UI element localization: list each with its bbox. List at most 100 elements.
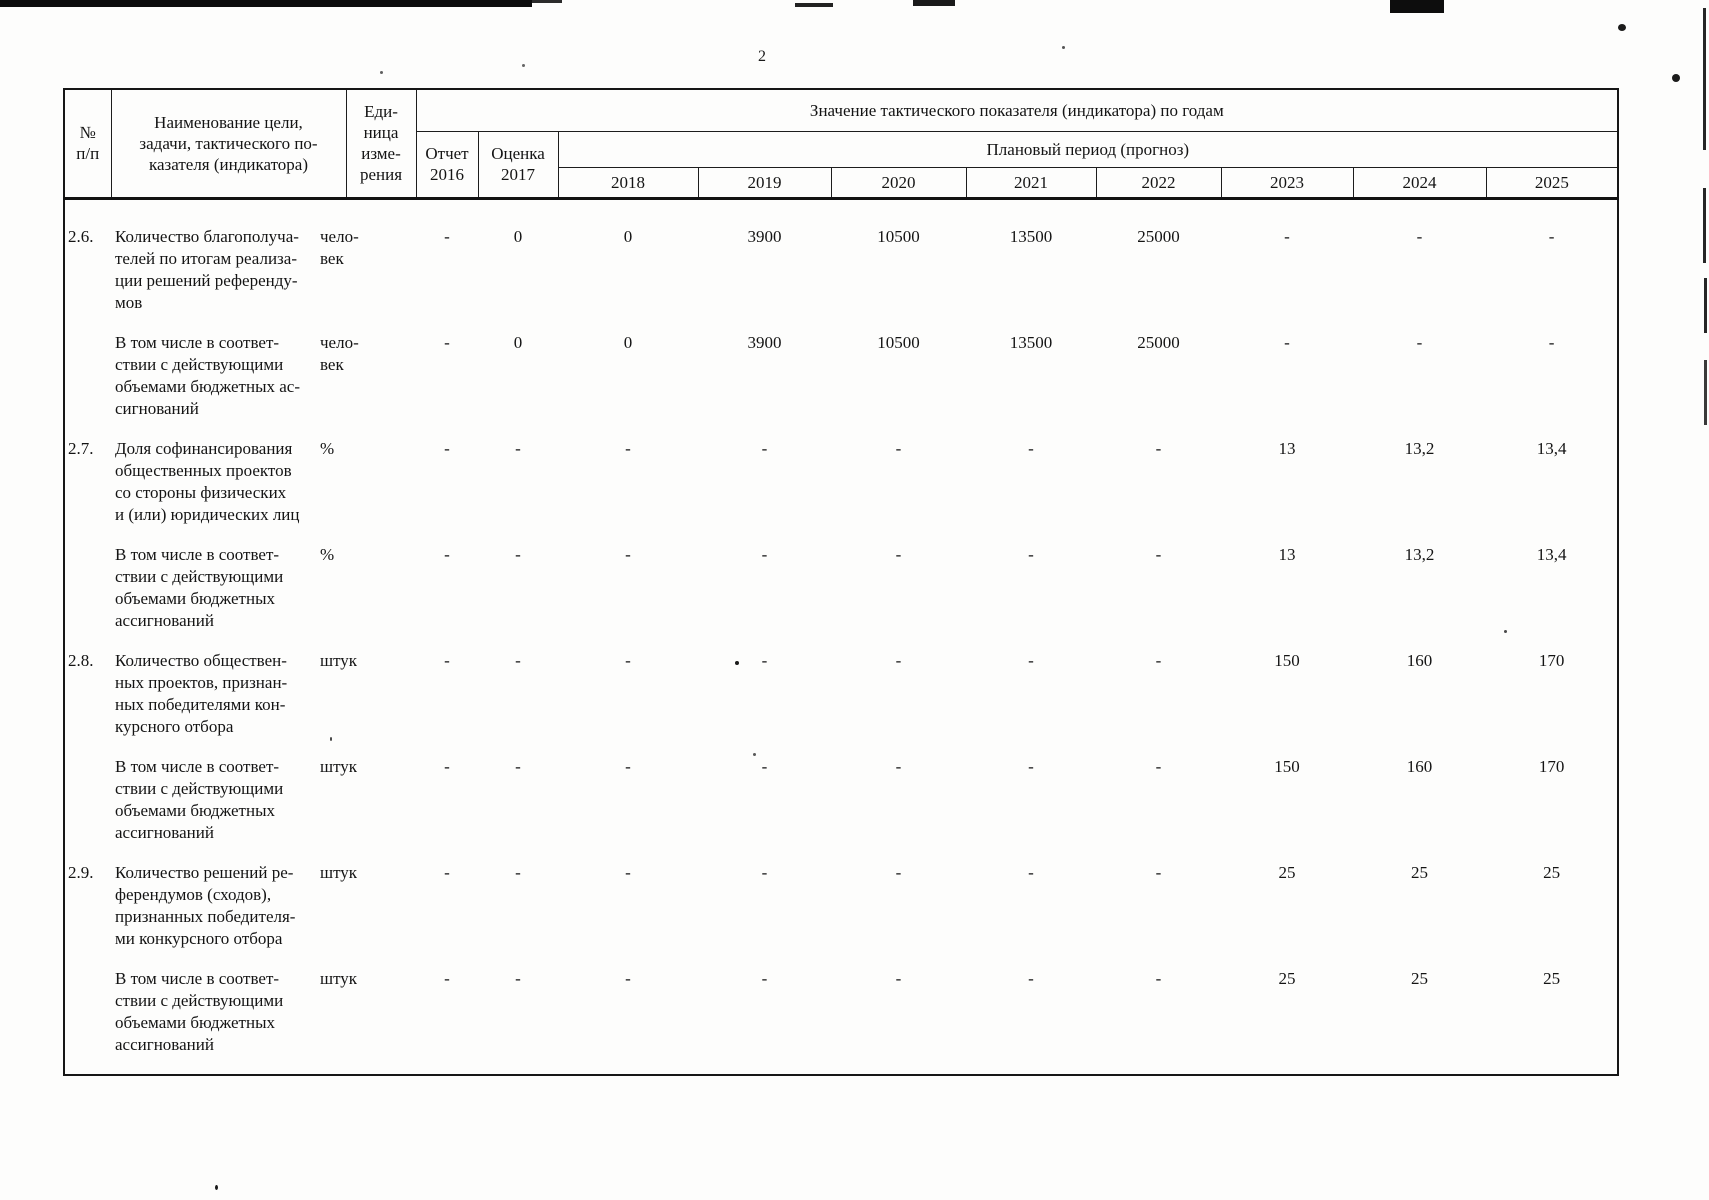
value-cell: - <box>1028 650 1034 670</box>
value-cell: - <box>444 650 450 670</box>
value-cell: - <box>515 756 521 776</box>
unit-cell: чело- век <box>320 198 416 332</box>
value-cell: 3900 <box>747 332 782 352</box>
table-row: В том числе в соответ- ствии с действующ… <box>64 332 1618 438</box>
value-cell: - <box>761 756 768 776</box>
value-cell: - <box>895 968 902 988</box>
value-cell: - <box>761 438 768 458</box>
header-year-2022: 2022 <box>1095 166 1222 199</box>
indicator-name: Количество благополуча- телей по итогам … <box>115 226 299 312</box>
unit-value: чело- век <box>320 332 359 374</box>
header-year-2023: 2023 <box>1220 166 1354 199</box>
value-cell: - <box>895 862 902 882</box>
value-cell: - <box>444 968 450 988</box>
scan-band-artifact <box>795 3 833 7</box>
unit-cell: штук <box>320 650 416 756</box>
value-cell: - <box>1155 756 1162 776</box>
value-cell: 3900 <box>747 226 782 246</box>
unit-cell: % <box>320 438 416 544</box>
row-number <box>64 756 111 862</box>
value-cell: 0 <box>623 332 633 352</box>
value-cell: - <box>515 968 521 988</box>
value-cell: 150 <box>1274 756 1300 776</box>
value-cell: 160 <box>1406 650 1433 670</box>
table-row: 2.8. Количество обществен- ных проектов, … <box>64 650 1618 756</box>
indicator-name: В том числе в соответ- ствии с действующ… <box>115 544 284 630</box>
header-num: № п/п <box>63 88 112 199</box>
value-cell: 13,4 <box>1536 438 1567 458</box>
value-cell: 25 <box>1278 862 1296 882</box>
value-cell: - <box>895 756 902 776</box>
scan-band-artifact <box>913 0 955 6</box>
header-unit: Еди- ница изме- рения <box>345 88 417 199</box>
scan-band-artifact <box>1390 0 1444 13</box>
scan-speck <box>522 64 525 67</box>
value-cell: - <box>761 650 768 670</box>
scan-edge-line <box>1703 188 1706 263</box>
value-cell: 0 <box>513 332 523 352</box>
table-row: 2.7. Доля софинансирования общественных п… <box>64 438 1618 544</box>
scan-speck <box>1062 46 1065 49</box>
value-cell: 13 <box>1278 544 1296 564</box>
value-cell: - <box>444 862 450 882</box>
value-cell: - <box>444 756 450 776</box>
unit-cell: чело- век <box>320 332 416 438</box>
table-row: В том числе в соответ- ствии с действующ… <box>64 756 1618 862</box>
value-cell: - <box>625 756 631 776</box>
indicator-name: В том числе в соответ- ствии с действующ… <box>115 968 284 1054</box>
header-year-2025: 2025 <box>1485 166 1619 199</box>
value-cell: - <box>895 438 902 458</box>
indicator-name: Количество обществен- ных проектов, приз… <box>115 650 288 736</box>
value-cell: - <box>625 544 631 564</box>
value-cell: - <box>1155 438 1162 458</box>
value-cell: 170 <box>1538 650 1565 670</box>
value-cell: 13,2 <box>1404 544 1435 564</box>
value-cell: - <box>515 438 521 458</box>
scan-speck <box>215 1185 218 1190</box>
unit-value: штук <box>320 968 358 988</box>
scan-edge-line <box>1704 360 1707 425</box>
table-row: 2.9. Количество решений ре- ферендумов (с… <box>64 862 1618 968</box>
table-header: № п/п Наименование цели, задачи, тактиче… <box>63 88 1619 199</box>
value-cell: - <box>1284 332 1290 352</box>
header-year-2024: 2024 <box>1352 166 1487 199</box>
value-cell: - <box>515 544 521 564</box>
value-cell: - <box>444 226 450 246</box>
value-cell: 10500 <box>877 332 920 352</box>
scan-speck <box>330 737 332 741</box>
value-cell: - <box>625 968 631 988</box>
value-cell: - <box>1548 226 1555 246</box>
value-cell: 25 <box>1411 968 1428 988</box>
value-cell: - <box>444 332 450 352</box>
row-number: 2.8. <box>68 650 94 670</box>
table-row: В том числе в соответ- ствии с действующ… <box>64 544 1618 650</box>
header-indicator-name: Наименование цели, задачи, тактического … <box>110 88 347 199</box>
scan-speck <box>1504 630 1507 633</box>
indicator-name: В том числе в соответ- ствии с действующ… <box>115 756 284 842</box>
value-cell: - <box>1028 438 1034 458</box>
value-cell: - <box>895 544 902 564</box>
header-plan-period-group: Плановый период (прогноз) <box>557 130 1619 168</box>
value-cell: - <box>1416 226 1423 246</box>
value-cell: - <box>625 438 631 458</box>
table-row: 2.6. Количество благополуча- телей по ито… <box>64 198 1618 332</box>
scan-edge-line <box>1704 278 1707 333</box>
value-cell: - <box>1155 862 1162 882</box>
value-cell: - <box>895 650 902 670</box>
scan-speck <box>380 71 383 74</box>
value-cell: - <box>1548 332 1555 352</box>
value-cell: 25 <box>1411 862 1428 882</box>
unit-cell: штук <box>320 862 416 968</box>
header-report-2016: Отчет 2016 <box>415 130 479 199</box>
header-year-2020: 2020 <box>830 166 967 199</box>
value-cell: - <box>1155 968 1162 988</box>
value-cell: - <box>1155 650 1162 670</box>
value-cell: 170 <box>1538 756 1565 776</box>
scan-edge-line <box>1703 8 1706 150</box>
page-number: 2 <box>758 48 766 65</box>
value-cell: - <box>761 968 768 988</box>
header-year-2018: 2018 <box>557 166 699 199</box>
row-number: 2.9. <box>68 862 94 882</box>
scan-band-artifact <box>532 0 562 3</box>
header-year-2019: 2019 <box>697 166 832 199</box>
